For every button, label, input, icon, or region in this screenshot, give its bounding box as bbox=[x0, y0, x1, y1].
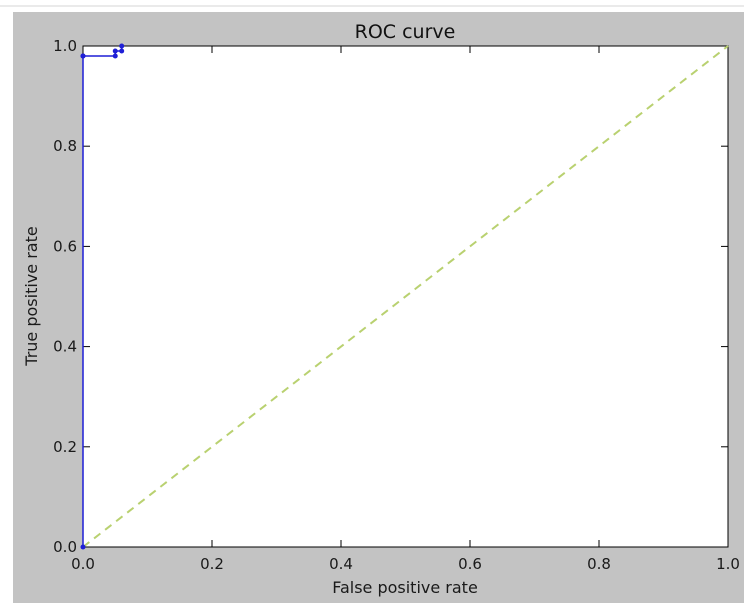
roc-curve-point bbox=[119, 48, 125, 54]
x-axis-title: False positive rate bbox=[332, 578, 478, 597]
roc-curve-point bbox=[112, 53, 118, 59]
x-tick-label: 0.8 bbox=[587, 555, 611, 573]
axis-ticks: 0.0 0.2 0.4 0.6 0.8 1.0 0.0 0.2 0.4 0.6 0.8 1.0 bbox=[53, 37, 740, 573]
y-tick-label: 0.4 bbox=[53, 338, 77, 356]
y-tick-label: 0.2 bbox=[53, 438, 77, 456]
chart-title: ROC curve bbox=[355, 21, 456, 43]
roc-curve-point bbox=[119, 43, 125, 49]
y-axis-title: True positive rate bbox=[22, 226, 41, 366]
series-layer bbox=[80, 43, 729, 550]
x-tick-label: 1.0 bbox=[716, 555, 740, 573]
x-tick-label: 0.0 bbox=[71, 555, 95, 573]
y-tick-label: 0.8 bbox=[53, 137, 77, 155]
y-tick-label: 0.0 bbox=[53, 538, 77, 556]
x-tick-label: 0.6 bbox=[458, 555, 482, 573]
x-tick-label: 0.4 bbox=[329, 555, 353, 573]
x-tick-label: 0.2 bbox=[200, 555, 224, 573]
roc-curve-point bbox=[80, 53, 86, 59]
y-tick-label: 1.0 bbox=[53, 37, 77, 55]
y-tick-label: 0.6 bbox=[53, 237, 77, 255]
roc-curve-point bbox=[112, 48, 118, 54]
reference-diagonal-line bbox=[82, 45, 729, 548]
roc-curve-point bbox=[80, 544, 86, 550]
